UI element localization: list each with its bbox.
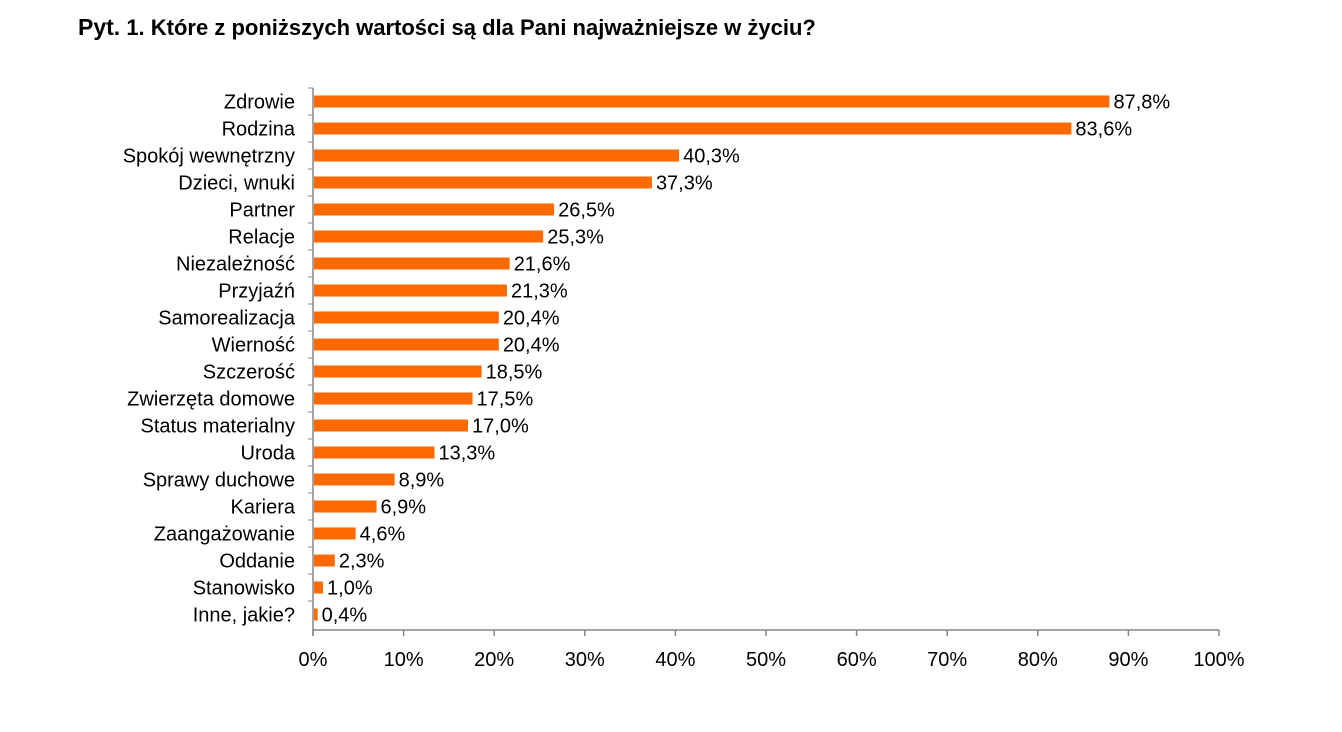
x-tick-label: 20% <box>474 649 514 671</box>
value-label: 0,4% <box>322 605 368 627</box>
category-label: Zwierzęta domowe <box>127 389 295 411</box>
x-tick-label: 80% <box>1018 649 1058 671</box>
category-label: Oddanie <box>219 551 295 573</box>
category-label: Stanowisko <box>193 578 295 600</box>
value-label: 40,3% <box>683 146 740 168</box>
bar <box>314 554 335 567</box>
value-label: 2,3% <box>339 551 385 573</box>
bar <box>314 122 1072 135</box>
value-label: 87,8% <box>1113 92 1170 114</box>
x-tick-label: 100% <box>1193 649 1244 671</box>
value-label: 20,4% <box>503 335 560 357</box>
bar <box>314 392 473 405</box>
category-label: Przyjaźń <box>218 281 295 303</box>
bars-group <box>314 95 1110 621</box>
bar <box>314 176 652 189</box>
x-tick-label: 10% <box>384 649 424 671</box>
value-label: 20,4% <box>503 308 560 330</box>
value-label: 21,3% <box>511 281 568 303</box>
bar <box>314 95 1110 108</box>
bar <box>314 581 324 594</box>
bar <box>314 149 680 162</box>
category-label: Wierność <box>212 335 295 357</box>
bar <box>314 446 435 459</box>
value-label: 37,3% <box>656 173 713 195</box>
category-label: Samorealizacja <box>158 308 296 330</box>
category-label: Partner <box>229 200 295 222</box>
bar <box>314 230 544 243</box>
bar <box>314 500 377 513</box>
bar <box>314 257 510 270</box>
category-label: Rodzina <box>222 119 296 141</box>
category-label: Kariera <box>231 497 296 519</box>
x-tick-label: 60% <box>837 649 877 671</box>
x-ticks-group: 0% 10% 20% 30% 40% 50% 60% 70% 80% 90% 100% <box>299 630 1245 671</box>
x-tick-label: 0% <box>299 649 328 671</box>
x-tick-label: 50% <box>746 649 786 671</box>
bar <box>314 419 469 432</box>
value-label: 83,6% <box>1075 119 1132 141</box>
category-label: Spokój wewnętrzny <box>123 146 295 168</box>
bar <box>314 365 482 378</box>
category-label: Relacje <box>228 227 295 249</box>
category-label: Zaangażowanie <box>154 524 295 546</box>
axes-group <box>308 87 1219 636</box>
value-label: 17,0% <box>472 416 529 438</box>
x-tick-label: 90% <box>1108 649 1148 671</box>
category-label: Uroda <box>241 443 296 465</box>
bar <box>314 473 395 486</box>
value-label: 25,3% <box>547 227 604 249</box>
bar <box>314 608 318 621</box>
x-tick-label: 40% <box>655 649 695 671</box>
bar <box>314 284 507 297</box>
category-label: Sprawy duchowe <box>143 470 295 492</box>
chart-title: Pyt. 1. Które z poniższych wartości są d… <box>78 14 816 41</box>
value-label: 26,5% <box>558 200 615 222</box>
value-label: 17,5% <box>477 389 534 411</box>
value-label: 4,6% <box>360 524 406 546</box>
x-tick-label: 70% <box>927 649 967 671</box>
value-label: 1,0% <box>327 578 373 600</box>
value-label: 21,6% <box>514 254 571 276</box>
bar <box>314 311 499 324</box>
bar <box>314 338 499 351</box>
value-label: 13,3% <box>438 443 495 465</box>
bar <box>314 527 356 540</box>
category-label: Inne, jakie? <box>193 605 295 627</box>
category-labels-group: Zdrowie Rodzina Spokój wewnętrzny Dzieci, w… <box>123 92 296 627</box>
value-label: 6,9% <box>381 497 427 519</box>
chart-title-prefix: Pyt. <box>78 14 121 40</box>
chart-title-text: 1. Które z poniższych wartości są dla Pa… <box>126 15 816 40</box>
category-label: Szczerość <box>203 362 295 384</box>
category-label: Zdrowie <box>224 92 295 114</box>
value-label: 18,5% <box>486 362 543 384</box>
category-label: Niezależność <box>176 254 295 276</box>
value-label: 8,9% <box>399 470 445 492</box>
bar <box>314 203 555 216</box>
value-labels-group: 87,8% 83,6% 40,3% 37,3% 26,5% 25,3% 21,6% 21,3%… <box>322 92 1171 627</box>
category-label: Status materialny <box>140 416 295 438</box>
category-label: Dzieci, wnuki <box>178 173 295 195</box>
x-tick-label: 30% <box>565 649 605 671</box>
